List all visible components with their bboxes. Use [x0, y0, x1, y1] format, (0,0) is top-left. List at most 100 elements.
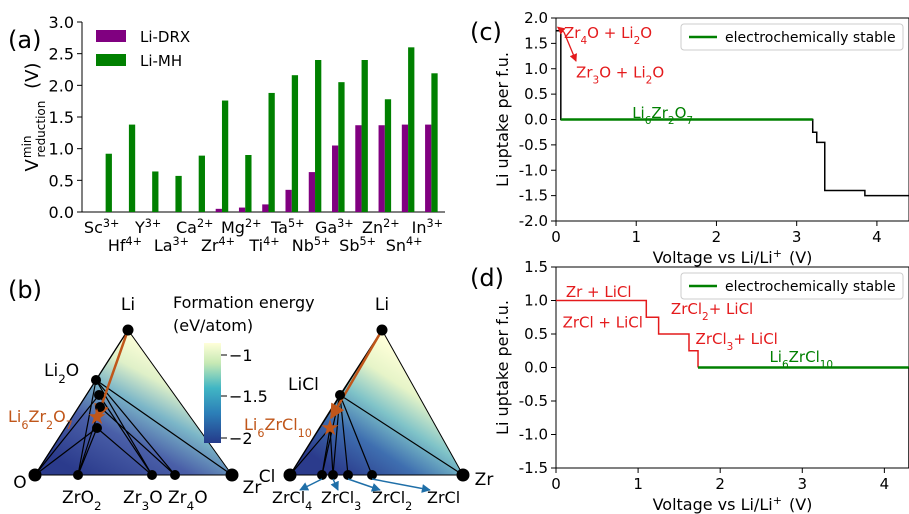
ternary-right-blue-arrows: [299, 478, 431, 493]
ternary-right-label-zrcl: ZrCl: [427, 488, 460, 507]
c-ytick-label: 0.0: [524, 111, 548, 129]
ternary-left-label-zr3o: Zr3O: [123, 488, 163, 513]
a-bar-li-drx-sb: [355, 125, 362, 212]
d-ytick-label: 1.0: [524, 292, 548, 310]
a-category-label: Sn4+: [386, 235, 423, 256]
a-bar-li-mh-ca: [198, 155, 205, 212]
a-bar-li-mh-hf: [128, 124, 136, 212]
a-bar-li-mh-in: [431, 73, 438, 212]
d-legend-box: [680, 272, 904, 300]
c-xlabel: Voltage vs Li/Li+ (V): [653, 247, 813, 268]
a-category-label: Y3+: [134, 217, 161, 238]
a-bar-li-mh-ta: [291, 75, 299, 212]
colorbar-labels: Formation energy (eV/atom) −1 −1.5 −2: [173, 293, 315, 448]
a-bar-li-drx-ta: [285, 189, 292, 212]
panel-d-line-chart: (d) 0 1 2 3 4 -1.5 -1.0 -0.5 0.0 0.5 1.0 1.5 Voltage…: [470, 258, 909, 514]
panel-d-axes: 0 1 2 3 4 -1.5 -1.0 -0.5 0.0 0.5 1.0 1.5 Voltage vs …: [493, 258, 909, 514]
d-legend-label: electrochemically stable: [725, 279, 896, 295]
d-ytick-label: 0.5: [524, 325, 548, 343]
ternary-right-label-zrcl3: ZrCl3: [321, 488, 361, 513]
a-ytick-label: 3.0: [49, 13, 74, 32]
ternary-right-vertex-zr: Zr: [475, 470, 494, 490]
ternary-right-points: [283, 324, 470, 482]
ternary-left-vertex-zr: Zr: [243, 478, 262, 498]
c-xtick-label: 3: [792, 228, 802, 246]
ternary-left-target-star: ★: [87, 405, 107, 430]
ternary-left-points: [28, 324, 239, 482]
panel-a-bar-chart: (a) Vminreduction (V) 0.0 0.5 1.0 1.5 2.0 2.5…: [8, 13, 445, 255]
ternary-right-vertex-cl: Cl: [259, 467, 276, 487]
a-bar-li-mh-y: [152, 171, 159, 212]
a-category-label: Nb5+: [292, 235, 331, 256]
a-bar-li-drx-ga: [332, 145, 339, 212]
d-annotation: ZrCl3+ LiCl: [696, 330, 778, 353]
c-ytick-label: 1.5: [524, 34, 548, 52]
d-xtick-label: 3: [798, 475, 808, 493]
d-annotation: Zr + LiCl: [566, 283, 632, 301]
d-xtick-label: 2: [715, 475, 725, 493]
a-bar-li-mh-ga: [338, 82, 345, 213]
c-ylabel: Li uptake per f.u.: [493, 52, 512, 187]
c-legend-label: electrochemically stable: [725, 30, 896, 46]
c-ytick-label: 1.0: [524, 60, 548, 78]
colorbar-title: Formation energy: [173, 293, 315, 312]
panel-c-line-chart: (c) 0 1 2 3 4 -2.0 -1.5 -1.0 -0.5 0.0 0.5 1.0 1.5 2.0…: [470, 9, 909, 267]
a-category-label: Ti4+: [248, 235, 279, 256]
a-category-label: Sc3+: [84, 217, 119, 238]
a-ylabel-main: Vminreduction (V): [20, 63, 48, 172]
c-arrow-zr3o: [563, 31, 577, 62]
a-ytick-label: 0.0: [49, 203, 74, 222]
a-bar-li-mh-mg: [245, 155, 252, 212]
d-xtick-label: 4: [880, 475, 890, 493]
a-ytick-label: 2.0: [49, 76, 74, 95]
c-xtick-label: 1: [631, 228, 641, 246]
d-xlabel: Voltage vs Li/Li+ (V): [653, 494, 813, 514]
a-bar-li-mh-zn: [384, 99, 392, 212]
a-bar-li-drx-mg: [238, 207, 246, 212]
a-legend-label: Li-MH: [140, 52, 182, 70]
a-bar-li-mh-zr: [221, 100, 229, 212]
ternary-right-label-target: Li6ZrCl10: [244, 415, 312, 440]
ternary-right-label-licl: LiCl: [288, 375, 319, 395]
a-bar-li-drx-ti: [262, 204, 269, 212]
ternary-right-label-zrcl2: ZrCl2: [372, 488, 412, 513]
panel-label-b: (b): [8, 276, 42, 304]
c-xtick-label: 2: [712, 228, 722, 246]
d-annotation: ZrCl + LiCl: [563, 313, 643, 331]
a-category-label: Sb5+: [339, 235, 376, 256]
d-xtick-label: 0: [551, 475, 561, 493]
panel-label-a: (a): [8, 26, 41, 54]
a-category-label: Ta5+: [270, 217, 304, 238]
ternary-right-triangle: [289, 329, 464, 476]
a-category-label: Mg2+: [221, 217, 261, 238]
a-category-label: Zr4+: [201, 235, 235, 256]
d-annotation: ZrCl2+ LiCl: [671, 300, 753, 323]
colorbar: [204, 343, 221, 443]
d-step-line: [556, 299, 699, 368]
panel-a-ylabel: Vminreduction (V): [20, 63, 48, 172]
c-ytick-label: -2.0: [519, 212, 548, 230]
d-ylabel: Li uptake per f.u.: [493, 300, 512, 435]
c-arrow-zr4o: [556, 26, 566, 35]
ternary-right-reaction-arrow: [329, 329, 384, 420]
panel-b-phase-diagrams: (b) ★ Li O Zr Li2O ZrO2 Zr3O Zr4O Li6Zr2O7: [8, 276, 493, 513]
c-legend-box: [680, 23, 904, 51]
a-category-label: Hf4+: [108, 235, 142, 256]
d-ytick-label: -1.0: [519, 426, 548, 444]
a-category-label: La3+: [154, 235, 189, 256]
colorbar-tick-label: −2: [229, 429, 253, 448]
a-bar-li-mh-la: [175, 175, 182, 212]
c-step-line: [556, 29, 909, 197]
ternary-right-target-star: ★: [320, 416, 340, 441]
d-ytick-label: -1.5: [519, 459, 548, 477]
d-annotation: Li6ZrCl10: [769, 348, 833, 371]
ternary-left-vertex-li: Li: [121, 295, 135, 315]
ternary-left-label-target: Li6Zr2O7: [8, 407, 73, 432]
panel-a-axes: 0.0 0.5 1.0 1.5 2.0 2.5 3.0: [49, 13, 445, 222]
a-category-label: Ga3+: [315, 217, 354, 238]
a-bar-li-drx-sn: [401, 124, 409, 212]
a-bar-li-drx-zr: [215, 208, 222, 212]
c-ytick-label: -1.5: [519, 187, 548, 205]
ternary-left-label-zro2: ZrO2: [62, 488, 102, 513]
